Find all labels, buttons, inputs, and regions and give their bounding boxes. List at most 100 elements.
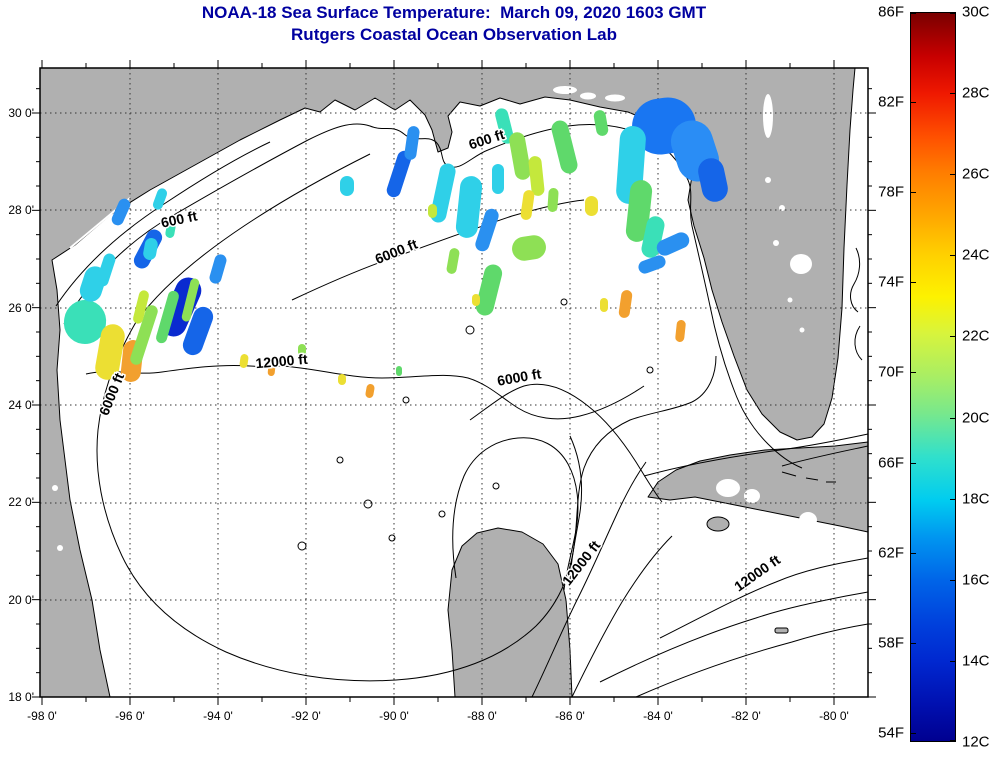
colorbar-tick	[911, 733, 916, 735]
colorbar-tick	[950, 417, 955, 419]
colorbar-fahrenheit-label: 54F	[878, 724, 904, 742]
sst-patch	[475, 208, 499, 252]
colorbar-fahrenheit-label: 82F	[878, 93, 904, 111]
sst-patch	[79, 266, 107, 302]
sst-patch	[528, 156, 545, 196]
colorbar-celsius-label: 28C	[962, 84, 990, 102]
sst-patch	[618, 290, 633, 318]
sst-patch	[209, 254, 227, 284]
sst-patch	[267, 364, 276, 376]
sst-patch	[143, 238, 158, 260]
map-subtitle: Rutgers Coastal Ocean Observation Lab	[291, 25, 617, 44]
colorbar-tick	[911, 552, 916, 554]
sst-patch	[509, 132, 531, 180]
sst-patch	[638, 255, 666, 274]
sst-patch	[165, 222, 176, 238]
colorbar-tick	[950, 740, 955, 741]
sst-patch	[593, 110, 609, 136]
colorbar-tick	[911, 462, 916, 464]
colorbar-tick	[950, 579, 955, 581]
colorbar-fahrenheit-label: 58F	[878, 634, 904, 652]
colorbar-celsius-label: 12C	[962, 733, 990, 751]
sst-patch	[428, 204, 437, 218]
colorbar-tick	[911, 282, 916, 284]
colorbar-tick	[911, 642, 916, 644]
sst-patch	[152, 188, 168, 210]
sst-patch	[404, 126, 420, 160]
sst-patch	[95, 324, 125, 380]
y-tick-label: 18 0'	[8, 689, 34, 704]
sst-patch	[338, 374, 346, 385]
colorbar-tick	[911, 13, 916, 14]
sst-patch	[396, 366, 402, 376]
sst-patch	[547, 188, 559, 212]
sst-patch	[698, 158, 728, 202]
sst-patch	[386, 150, 412, 198]
sst-patch	[130, 305, 158, 365]
colorbar-celsius-label: 16C	[962, 571, 990, 589]
colorbar-fahrenheit-label: 78F	[878, 183, 904, 201]
x-tick-label: -98 0'	[27, 709, 57, 723]
sst-patch	[520, 190, 535, 220]
sst-patch	[656, 232, 690, 256]
y-tick-label: 22 0'	[8, 495, 34, 510]
sst-patch	[551, 120, 578, 174]
colorbar-tick	[950, 93, 955, 95]
colorbar-celsius-label: 22C	[962, 327, 990, 345]
sst-patch	[133, 290, 149, 324]
colorbar-fahrenheit-label: 70F	[878, 363, 904, 381]
colorbar-celsius-label: 30C	[962, 3, 990, 21]
sst-data-layer	[63, 97, 728, 398]
sst-patch	[675, 320, 686, 342]
x-tick-label: -80 0'	[819, 709, 849, 723]
contour-label: 12000 ft	[255, 351, 309, 372]
sst-patch	[63, 300, 107, 344]
colorbar-tick	[911, 102, 916, 104]
sst-patch	[495, 108, 514, 144]
sst-patch	[365, 384, 375, 398]
y-tick-label: 30 0'	[8, 106, 34, 120]
sst-patch	[298, 344, 306, 356]
land-isla-juventud	[706, 516, 730, 532]
sst-patch	[492, 164, 504, 194]
colorbar-celsius-label: 24C	[962, 246, 990, 264]
colorbar-tick	[950, 13, 955, 14]
land-yucatan	[447, 527, 573, 698]
colorbar-celsius-label: 14C	[962, 652, 990, 670]
sst-patch	[182, 306, 214, 356]
plot-border	[39, 67, 869, 698]
sst-patch	[340, 176, 354, 196]
colorbar-celsius-label: 26C	[962, 165, 990, 183]
lakes-clouds-layer	[52, 86, 817, 551]
sst-patch	[156, 290, 179, 344]
sst-patch	[512, 235, 546, 261]
colorbar-tick	[911, 372, 916, 374]
sst-patch	[181, 278, 200, 322]
bathymetry-contours	[55, 123, 869, 698]
colorbar-tick	[950, 660, 955, 662]
y-tick-label: 24 0'	[8, 397, 34, 412]
colorbar-tick	[950, 255, 955, 257]
colorbar-tick	[950, 174, 955, 176]
x-tick-label: -96 0'	[115, 709, 145, 723]
x-tick-label: -82 0'	[731, 709, 761, 723]
colorbar-celsius-label: 20C	[962, 409, 990, 427]
colorbar-tick	[950, 498, 955, 500]
colorbar	[910, 12, 956, 742]
colorbar-fahrenheit-label: 74F	[878, 273, 904, 291]
sst-patch	[475, 264, 503, 316]
sst-patch	[472, 294, 480, 306]
x-tick-label: -90 0'	[379, 709, 409, 723]
colorbar-fahrenheit-label: 66F	[878, 454, 904, 472]
land-layer	[39, 67, 869, 698]
colorbar-tick	[950, 336, 955, 338]
colorbar-celsius-label: 18C	[962, 490, 990, 508]
sst-patch	[455, 176, 483, 238]
map-title: NOAA-18 Sea Surface Temperature: March 0…	[201, 3, 707, 22]
gulf-of-mexico-map: 600 ft 600 ft 6000 ft 12000 ft 6000 ft 6…	[32, 60, 876, 705]
map-header: NOAA-18 Sea Surface Temperature: March 0…	[40, 2, 868, 46]
sst-patch	[600, 298, 608, 312]
y-tick-label: 28 0'	[8, 203, 34, 218]
x-tick-label: -88 0'	[467, 709, 497, 723]
